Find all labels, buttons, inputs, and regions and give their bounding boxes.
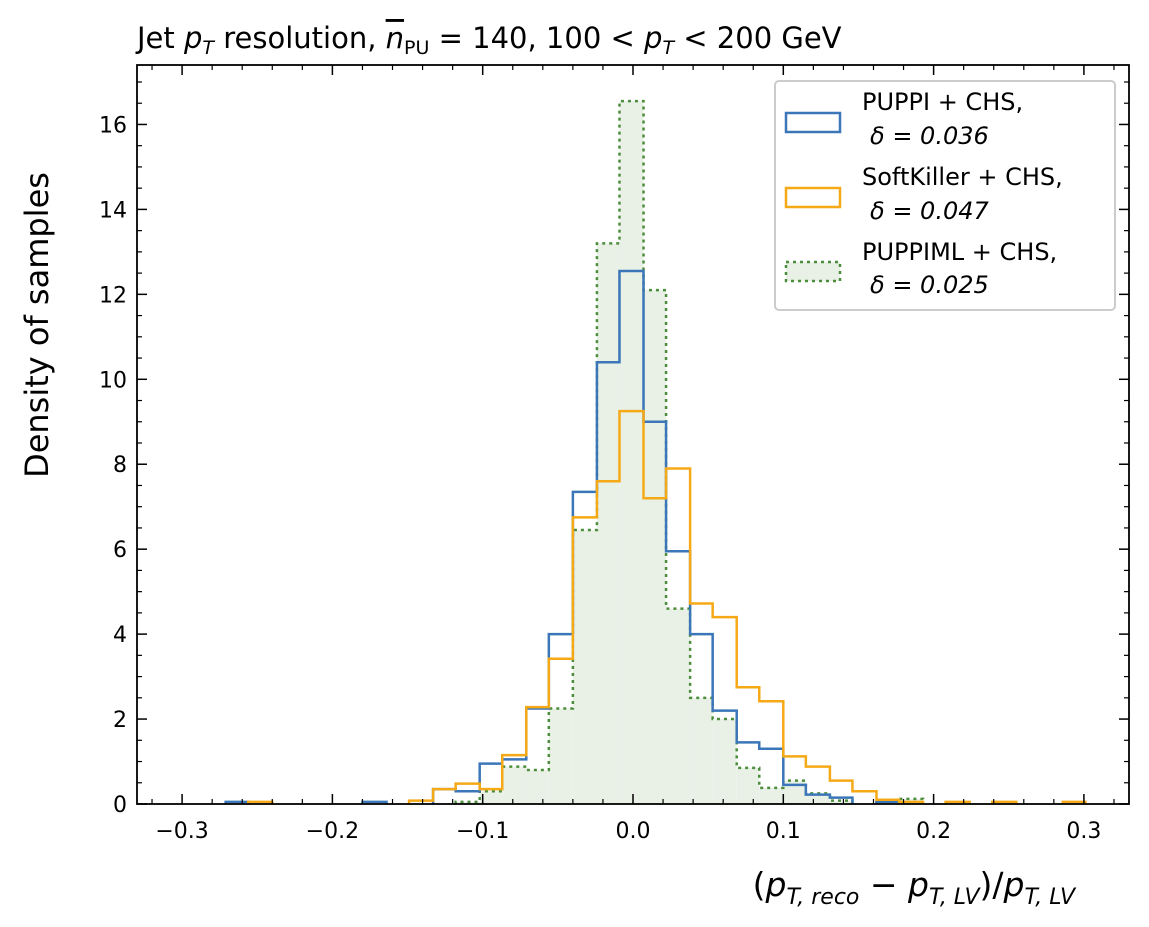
x-tick-label: −0.1 <box>456 819 509 844</box>
hist-bar-fill <box>643 290 667 805</box>
chart-title: Jet pT resolution, nPU = 140, 100 < pT <… <box>135 21 842 59</box>
legend-entry-puppiml: PUPPIML + CHS, δ = 0.025 <box>784 238 1057 299</box>
hist-bar-fill <box>690 697 713 804</box>
y-tick-label: 0 <box>113 793 127 818</box>
hist-bar-fill <box>479 791 503 804</box>
hist-step-line <box>224 269 901 804</box>
hist-bar-fill <box>619 101 644 804</box>
y-tick-label: 6 <box>113 538 127 563</box>
x-tick-label: 0.2 <box>916 819 951 844</box>
y-tick-label: 2 <box>113 708 127 733</box>
hist-bar-fill <box>829 800 853 804</box>
legend-swatch-puppiml <box>784 260 842 283</box>
axes: −0.3 −0.2 −0.1 0.0 0.1 0.2 0.3 0 2 4 6 8 10 12 14 16 <box>99 64 1130 844</box>
hist-bar-fill <box>736 767 760 804</box>
hist-bar-fill <box>526 770 549 804</box>
hist-bar-fill <box>783 780 806 804</box>
legend-entry-softkiller: SoftKiller + CHS, δ = 0.047 <box>784 163 1063 225</box>
legend: PUPPI + CHS, δ = 0.036 SoftKiller + CHS,… <box>774 80 1116 311</box>
legend-label-puppiml: PUPPIML + CHS, <box>862 238 1057 266</box>
legend-delta-softkiller: δ = 0.047 <box>870 197 989 225</box>
hist-bar-fill <box>596 243 620 805</box>
series-puppimlchs <box>454 99 925 805</box>
legend-delta-puppi: δ = 0.036 <box>870 122 989 150</box>
hist-bar-fill <box>759 787 784 804</box>
hist-bar-fill <box>502 766 527 804</box>
y-tick-label: 12 <box>99 283 127 308</box>
y-tick-label: 8 <box>113 453 127 478</box>
x-tick-label: 0.1 <box>766 819 801 844</box>
hist-bar-fill <box>805 793 830 804</box>
y-tick-label: 10 <box>99 368 127 393</box>
x-tick-label: −0.2 <box>306 819 359 844</box>
series-softkillerchs <box>246 409 1087 804</box>
hist-bar-fill <box>548 708 573 804</box>
x-axis-label: (pT, reco − pT, LV)/pT, LV <box>753 865 1077 910</box>
y-tick-label: 14 <box>99 198 127 223</box>
legend-label-puppi: PUPPI + CHS, <box>862 88 1023 116</box>
legend-swatch-puppi <box>784 111 842 134</box>
x-tick-label: 0.0 <box>616 819 651 844</box>
y-tick-label: 16 <box>99 113 127 138</box>
y-tick-label: 4 <box>113 623 127 648</box>
hist-bar-fill <box>712 719 737 804</box>
legend-frame <box>774 80 1116 311</box>
y-axis-label: Density of samples <box>18 172 56 478</box>
plot-area <box>224 99 1087 805</box>
x-tick-label: 0.3 <box>1066 819 1101 844</box>
hist-bar-fill <box>666 608 691 804</box>
legend-swatch-softkiller <box>784 186 842 209</box>
legend-entry-puppi: PUPPI + CHS, δ = 0.036 <box>784 88 1023 150</box>
x-tick-label: −0.3 <box>155 819 208 844</box>
series-puppichs <box>224 269 901 804</box>
hist-bar-fill <box>572 530 597 804</box>
hist-step-line <box>246 409 1087 804</box>
legend-delta-puppiml: δ = 0.025 <box>870 271 989 299</box>
legend-label-softkiller: SoftKiller + CHS, <box>862 163 1063 191</box>
